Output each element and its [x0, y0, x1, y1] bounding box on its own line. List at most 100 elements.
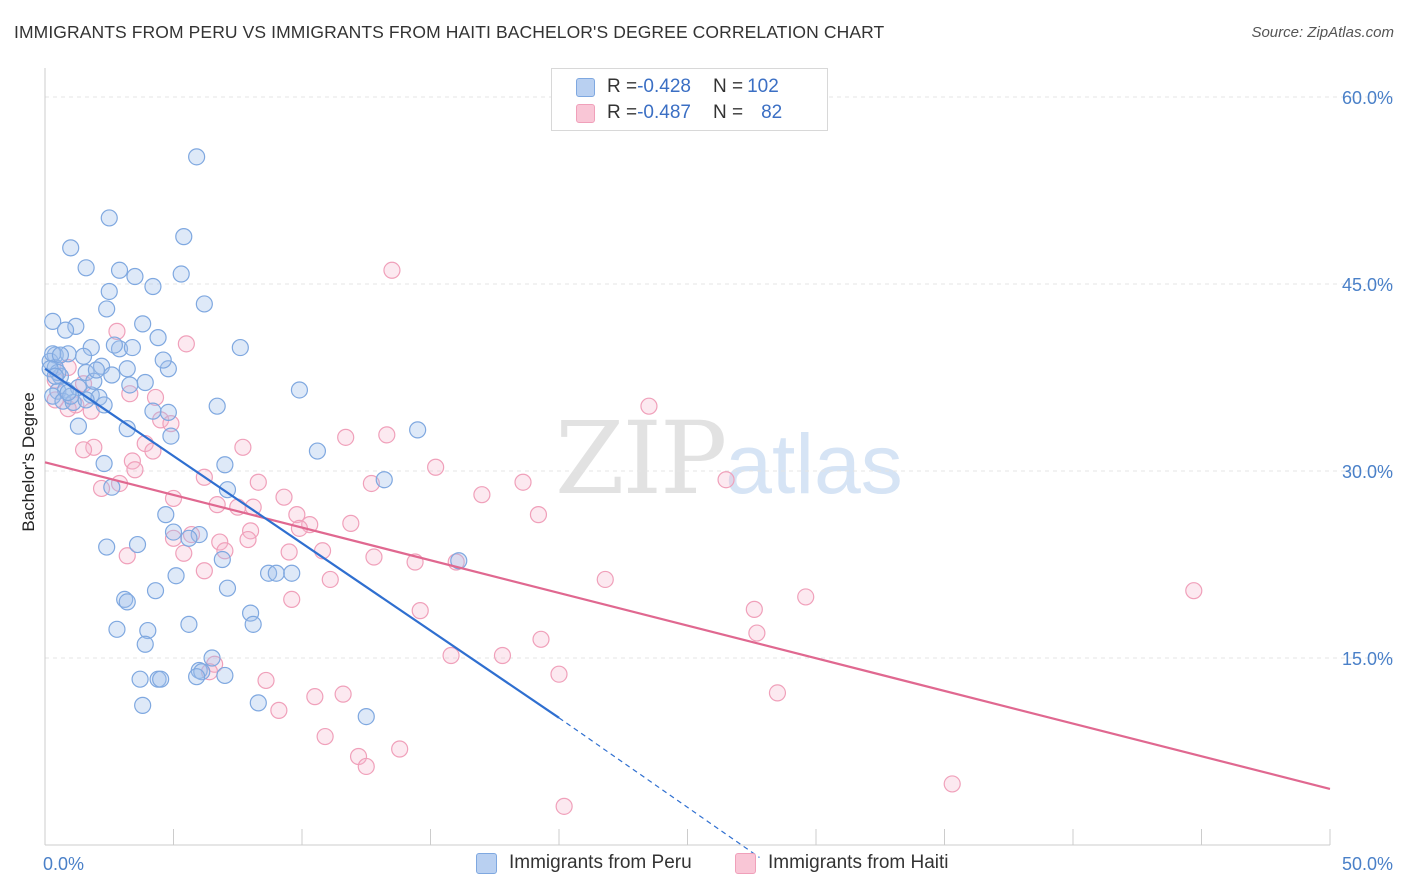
- haiti-point: [768, 684, 787, 702]
- peru-point: [218, 579, 237, 597]
- haiti-point: [362, 474, 380, 493]
- x-tick-label: 0.0%: [43, 854, 84, 874]
- chart-title: IMMIGRANTS FROM PERU VS IMMIGRANTS FROM …: [14, 22, 885, 42]
- peru-point: [116, 590, 134, 609]
- haiti-point: [383, 261, 401, 279]
- haiti-point: [365, 548, 383, 566]
- haiti-point: [195, 562, 213, 580]
- peru-point: [118, 420, 136, 438]
- peru-point: [216, 666, 234, 685]
- peru-point: [85, 372, 103, 390]
- peru-point: [159, 403, 177, 422]
- peru-point: [131, 670, 149, 688]
- peru-point: [357, 707, 375, 726]
- peru-point: [118, 360, 136, 378]
- peru-point: [110, 261, 129, 279]
- haiti-point: [211, 533, 229, 551]
- peru-point: [98, 538, 116, 556]
- haiti-point: [270, 701, 288, 719]
- peru-point: [69, 417, 88, 435]
- peru-point: [144, 277, 162, 296]
- peru-point: [44, 312, 62, 330]
- peru-point: [105, 336, 123, 354]
- peru-point: [167, 567, 185, 585]
- legend-peru-label: Immigrants from Peru: [509, 852, 692, 873]
- haiti-point: [257, 671, 275, 690]
- peru-point: [208, 397, 226, 415]
- peru-point: [159, 360, 177, 378]
- peru-point: [100, 209, 118, 227]
- haiti-point: [357, 757, 375, 776]
- haiti-point: [118, 547, 136, 565]
- y-tick-label: 15.0%: [1342, 649, 1393, 669]
- haiti-point: [108, 322, 126, 340]
- peru-point: [67, 317, 85, 335]
- peru-point: [290, 381, 309, 399]
- haiti-point: [1185, 582, 1203, 600]
- peru-point: [77, 259, 95, 277]
- legend-haiti-swatch: [735, 852, 756, 874]
- peru-point: [149, 329, 167, 347]
- haiti-point: [85, 438, 103, 456]
- haiti-swatch: [576, 103, 595, 123]
- peru-point: [188, 668, 206, 686]
- haiti-n-label: N =: [712, 102, 744, 123]
- peru-point: [190, 525, 208, 544]
- series-legend: Immigrants from Peru Immigrants from Hai…: [0, 852, 1406, 878]
- haiti-point: [337, 428, 355, 446]
- peru-swatch: [576, 77, 595, 97]
- legend-peru-swatch: [476, 852, 497, 874]
- haiti-point: [640, 397, 658, 415]
- peru-n-value: 102: [747, 76, 779, 97]
- haiti-point: [748, 624, 766, 642]
- haiti-point: [342, 514, 360, 532]
- legend-haiti-label: Immigrants from Haiti: [768, 852, 949, 873]
- haiti-point: [234, 438, 252, 456]
- haiti-point: [378, 426, 396, 444]
- peru-point: [51, 346, 70, 364]
- peru-point: [128, 535, 147, 554]
- haiti-point: [745, 600, 763, 618]
- peru-point: [188, 148, 206, 166]
- haiti-point: [334, 685, 352, 703]
- y-axis-label: Bachelor's Degree: [19, 392, 38, 531]
- haiti-point: [529, 506, 548, 524]
- watermark-zip: ZIP: [555, 400, 727, 517]
- peru-point: [136, 373, 154, 392]
- peru-point: [136, 635, 154, 653]
- x-tick-label: 50.0%: [1342, 854, 1393, 874]
- peru-point: [175, 228, 193, 246]
- haiti-r-value: -0.487: [637, 102, 691, 123]
- peru-point: [56, 321, 75, 339]
- peru-point: [180, 529, 198, 547]
- peru-point: [283, 564, 301, 582]
- haiti-point: [514, 473, 532, 491]
- peru-point: [308, 442, 327, 460]
- watermark-atlas: atlas: [725, 417, 903, 511]
- stats-legend: R = -0.428 N = 102 R = -0.487 N = 82: [551, 68, 828, 131]
- peru-point: [203, 649, 221, 667]
- haiti-point: [74, 441, 93, 459]
- peru-point: [95, 396, 113, 414]
- legend-item-haiti[interactable]: Immigrants from Haiti: [735, 852, 949, 874]
- haiti-point: [532, 630, 550, 648]
- haiti-point: [316, 727, 334, 746]
- haiti-point: [146, 388, 165, 407]
- peru-point: [267, 564, 285, 582]
- peru-point: [121, 376, 139, 394]
- haiti-point: [596, 570, 614, 589]
- peru-point: [74, 347, 93, 365]
- peru-point: [126, 267, 144, 286]
- peru-point: [164, 523, 183, 541]
- peru-point: [157, 506, 175, 524]
- peru-point: [100, 282, 118, 301]
- haiti-r-label: R =: [607, 102, 638, 123]
- peru-point: [172, 265, 190, 283]
- haiti-point: [473, 486, 491, 504]
- peru-point: [244, 615, 262, 633]
- peru-point: [139, 621, 157, 640]
- peru-point: [134, 696, 152, 714]
- peru-point: [154, 351, 172, 369]
- legend-item-peru[interactable]: Immigrants from Peru: [476, 852, 692, 874]
